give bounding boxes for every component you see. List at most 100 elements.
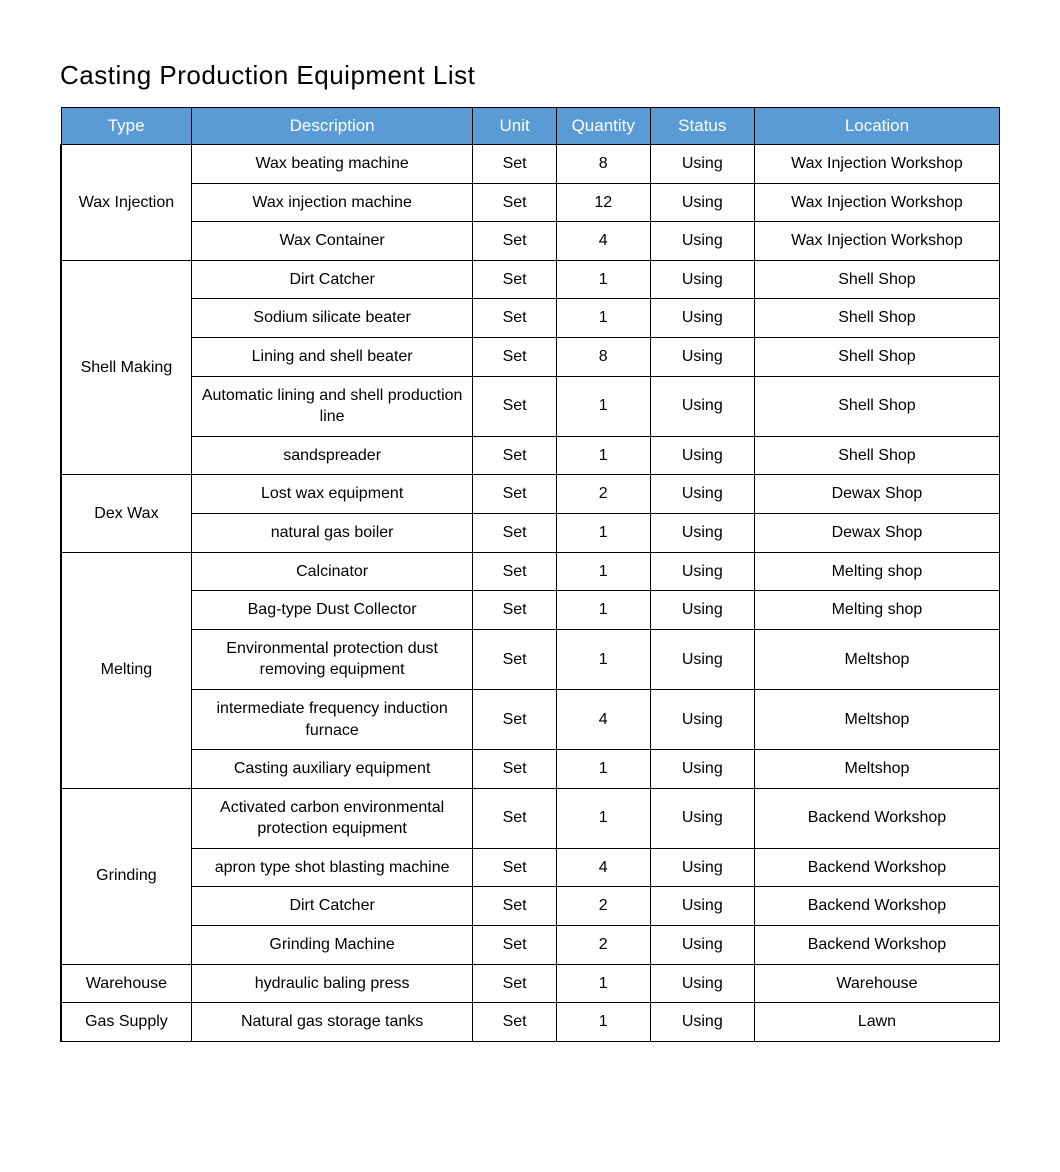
cell-quantity: 1 [556, 629, 650, 689]
cell-description: Automatic lining and shell production li… [191, 376, 473, 436]
cell-location: Backend Workshop [754, 848, 999, 887]
cell-description: natural gas boiler [191, 513, 473, 552]
cell-location: Shell Shop [754, 299, 999, 338]
cell-description: Dirt Catcher [191, 887, 473, 926]
cell-quantity: 2 [556, 926, 650, 965]
cell-status: Using [650, 964, 754, 1003]
cell-status: Using [650, 848, 754, 887]
cell-unit: Set [473, 299, 556, 338]
col-header-location: Location [754, 108, 999, 145]
cell-description: hydraulic baling press [191, 964, 473, 1003]
table-row: Lining and shell beaterSet8UsingShell Sh… [61, 337, 1000, 376]
cell-type: Dex Wax [61, 475, 191, 552]
cell-location: Wax Injection Workshop [754, 183, 999, 222]
cell-status: Using [650, 887, 754, 926]
cell-status: Using [650, 788, 754, 848]
table-row: Wax injection machineSet12UsingWax Injec… [61, 183, 1000, 222]
cell-quantity: 1 [556, 513, 650, 552]
cell-status: Using [650, 260, 754, 299]
cell-unit: Set [473, 376, 556, 436]
cell-quantity: 8 [556, 145, 650, 184]
cell-description: Calcinator [191, 552, 473, 591]
cell-description: Lining and shell beater [191, 337, 473, 376]
table-row: apron type shot blasting machineSet4Usin… [61, 848, 1000, 887]
cell-type: Gas Supply [61, 1003, 191, 1042]
table-row: Casting auxiliary equipmentSet1UsingMelt… [61, 750, 1000, 789]
cell-description: apron type shot blasting machine [191, 848, 473, 887]
table-row: Shell MakingDirt CatcherSet1UsingShell S… [61, 260, 1000, 299]
cell-unit: Set [473, 337, 556, 376]
cell-unit: Set [473, 552, 556, 591]
cell-quantity: 2 [556, 475, 650, 514]
cell-status: Using [650, 222, 754, 261]
cell-status: Using [650, 926, 754, 965]
cell-unit: Set [473, 926, 556, 965]
cell-location: Dewax Shop [754, 513, 999, 552]
cell-unit: Set [473, 475, 556, 514]
table-row: GrindingActivated carbon environmental p… [61, 788, 1000, 848]
cell-status: Using [650, 145, 754, 184]
cell-quantity: 1 [556, 788, 650, 848]
cell-unit: Set [473, 436, 556, 475]
cell-description: sandspreader [191, 436, 473, 475]
table-row: sandspreaderSet1UsingShell Shop [61, 436, 1000, 475]
cell-status: Using [650, 436, 754, 475]
cell-location: Backend Workshop [754, 926, 999, 965]
cell-status: Using [650, 1003, 754, 1042]
cell-description: Environmental protection dust removing e… [191, 629, 473, 689]
cell-status: Using [650, 629, 754, 689]
cell-location: Backend Workshop [754, 788, 999, 848]
cell-description: Sodium silicate beater [191, 299, 473, 338]
table-header-row: Type Description Unit Quantity Status Lo… [61, 108, 1000, 145]
cell-unit: Set [473, 183, 556, 222]
cell-description: Wax injection machine [191, 183, 473, 222]
cell-quantity: 1 [556, 1003, 650, 1042]
cell-unit: Set [473, 591, 556, 630]
cell-description: Grinding Machine [191, 926, 473, 965]
cell-location: Shell Shop [754, 337, 999, 376]
cell-description: Natural gas storage tanks [191, 1003, 473, 1042]
cell-quantity: 2 [556, 887, 650, 926]
cell-quantity: 1 [556, 964, 650, 1003]
table-row: Automatic lining and shell production li… [61, 376, 1000, 436]
cell-quantity: 1 [556, 376, 650, 436]
cell-status: Using [650, 513, 754, 552]
cell-type: Warehouse [61, 964, 191, 1003]
cell-quantity: 1 [556, 750, 650, 789]
col-header-type: Type [61, 108, 191, 145]
cell-description: Wax Container [191, 222, 473, 261]
col-header-quantity: Quantity [556, 108, 650, 145]
table-row: Environmental protection dust removing e… [61, 629, 1000, 689]
col-header-status: Status [650, 108, 754, 145]
cell-location: Melting shop [754, 552, 999, 591]
cell-location: Warehouse [754, 964, 999, 1003]
cell-unit: Set [473, 260, 556, 299]
cell-location: Shell Shop [754, 436, 999, 475]
table-row: Wax ContainerSet4UsingWax Injection Work… [61, 222, 1000, 261]
cell-location: Wax Injection Workshop [754, 222, 999, 261]
table-row: Dirt CatcherSet2UsingBackend Workshop [61, 887, 1000, 926]
cell-location: Meltshop [754, 689, 999, 749]
table-row: Gas SupplyNatural gas storage tanksSet1U… [61, 1003, 1000, 1042]
cell-unit: Set [473, 750, 556, 789]
table-row: intermediate frequency induction furnace… [61, 689, 1000, 749]
page-title: Casting Production Equipment List [60, 60, 1000, 91]
cell-quantity: 1 [556, 591, 650, 630]
table-row: Sodium silicate beaterSet1UsingShell Sho… [61, 299, 1000, 338]
cell-unit: Set [473, 848, 556, 887]
cell-description: Lost wax equipment [191, 475, 473, 514]
table-row: Grinding MachineSet2UsingBackend Worksho… [61, 926, 1000, 965]
cell-description: Wax beating machine [191, 145, 473, 184]
cell-unit: Set [473, 222, 556, 261]
table-row: MeltingCalcinatorSet1UsingMelting shop [61, 552, 1000, 591]
cell-status: Using [650, 750, 754, 789]
table-row: Dex WaxLost wax equipmentSet2UsingDewax … [61, 475, 1000, 514]
cell-status: Using [650, 689, 754, 749]
cell-quantity: 4 [556, 689, 650, 749]
col-header-unit: Unit [473, 108, 556, 145]
table-row: Bag-type Dust CollectorSet1UsingMelting … [61, 591, 1000, 630]
equipment-table: Type Description Unit Quantity Status Lo… [60, 107, 1000, 1042]
cell-location: Meltshop [754, 629, 999, 689]
cell-status: Using [650, 299, 754, 338]
table-body: Wax InjectionWax beating machineSet8Usin… [61, 145, 1000, 1042]
